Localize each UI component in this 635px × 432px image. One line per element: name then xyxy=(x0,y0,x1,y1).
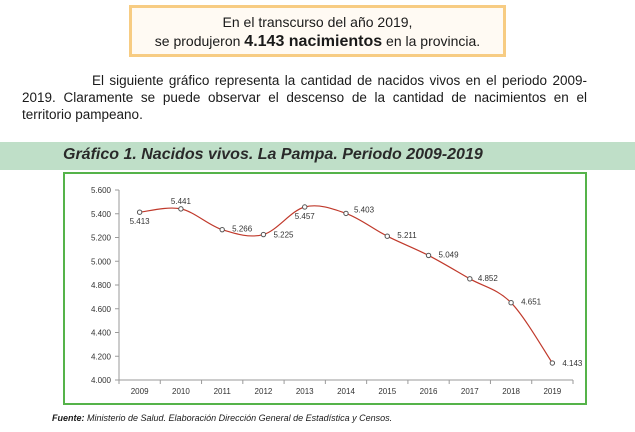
callout-pre: se produjeron xyxy=(154,33,241,49)
data-point xyxy=(549,360,556,366)
y-tick-label: 4.800 xyxy=(91,281,112,290)
x-tick-label: 2010 xyxy=(172,387,190,396)
intro-paragraph: El siguiente gráfico representa la canti… xyxy=(22,72,587,123)
y-tick-label: 4.200 xyxy=(91,352,112,361)
y-tick-label: 5.000 xyxy=(91,257,112,266)
data-label: 5.211 xyxy=(397,231,417,240)
data-point xyxy=(302,204,308,210)
data-point xyxy=(467,276,473,282)
data-point xyxy=(178,206,184,212)
x-tick-label: 2011 xyxy=(214,387,232,396)
y-tick-label: 5.400 xyxy=(91,210,112,219)
data-label: 5.403 xyxy=(354,205,375,214)
y-tick-label: 4.400 xyxy=(91,329,112,338)
data-point xyxy=(260,231,267,238)
data-label: 5.413 xyxy=(130,217,151,226)
data-point xyxy=(343,210,349,217)
highlight-callout: En el transcurso del año 2019, se produj… xyxy=(129,5,506,57)
y-tick-label: 5.600 xyxy=(91,186,112,195)
x-tick-label: 2013 xyxy=(296,387,314,396)
y-tick-label: 5.200 xyxy=(91,234,112,243)
line-chart: 4.000 4.200 4.400 4.600 4.800 5.000 5.200 5.400… xyxy=(91,186,583,396)
x-tick-label: 2009 xyxy=(131,387,149,396)
data-label: 4.852 xyxy=(478,274,499,283)
data-point xyxy=(508,299,514,306)
x-tick-label: 2014 xyxy=(337,387,355,396)
data-label: 5.225 xyxy=(273,231,294,240)
x-tick-label: 2012 xyxy=(255,387,273,396)
data-label: 5.049 xyxy=(439,250,460,259)
data-label: 5.441 xyxy=(171,197,192,206)
source-label: Fuente: xyxy=(52,413,85,423)
callout-line-1: En el transcurso del año 2019, xyxy=(222,14,413,30)
x-tick-label: 2017 xyxy=(461,387,479,396)
data-point xyxy=(425,252,432,259)
data-label: 4.651 xyxy=(521,298,542,307)
data-label: 4.143 xyxy=(562,359,583,368)
source-text: Ministerio de Salud. Elaboración Direcci… xyxy=(87,413,393,423)
chart-title: Gráfico 1. Nacidos vivos. La Pampa. Peri… xyxy=(63,146,483,163)
series-line xyxy=(139,205,553,364)
y-tick-label: 4.600 xyxy=(91,305,112,314)
x-tick-label: 2016 xyxy=(420,387,438,396)
callout-highlight: 4.143 nacimientos xyxy=(244,33,383,50)
x-tick-label: 2019 xyxy=(543,387,561,396)
data-label: 5.266 xyxy=(232,225,253,234)
callout-line-2: se produjeron 4.143 nacimientos en la pr… xyxy=(132,32,503,51)
x-tick-label: 2018 xyxy=(502,387,520,396)
callout-post: en la provincia. xyxy=(386,33,481,49)
x-tick-label: 2015 xyxy=(378,387,396,396)
data-point xyxy=(136,209,143,215)
source-note: Fuente: Ministerio de Salud. Elaboración… xyxy=(52,413,392,423)
y-tick-label: 4.000 xyxy=(91,376,112,385)
data-point xyxy=(384,233,390,239)
intro-text: El siguiente gráfico representa la canti… xyxy=(22,73,587,122)
data-point xyxy=(219,226,225,233)
data-label: 5.457 xyxy=(295,212,316,221)
chart-heading-band xyxy=(0,142,635,170)
